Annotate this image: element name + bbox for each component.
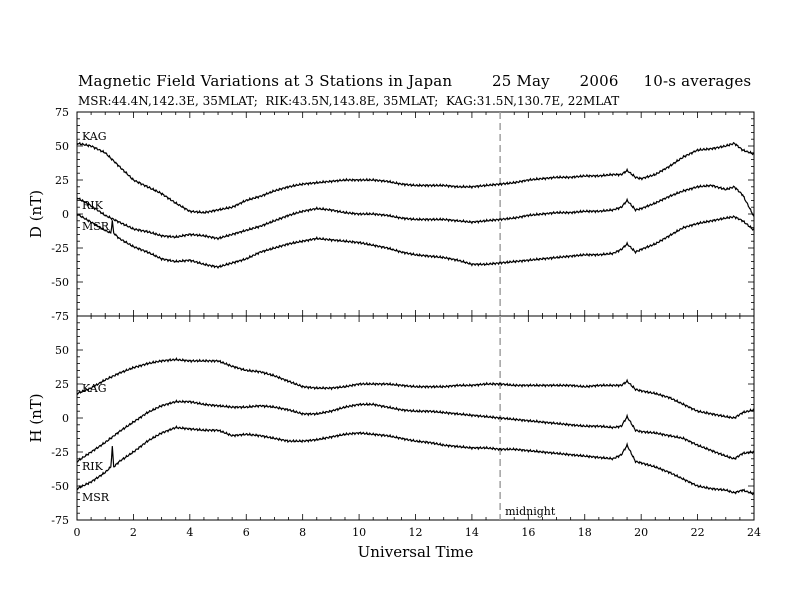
ytick-label-top: 50 (55, 140, 69, 153)
ytick-label-bottom: 25 (55, 378, 69, 391)
xtick-label: 24 (747, 526, 761, 539)
xtick-label: 16 (521, 526, 535, 539)
series-line-rik-bottom (76, 399, 755, 463)
xtick-label: 2 (130, 526, 137, 539)
series-label-rik-bottom: RIK (82, 460, 104, 473)
chart-subtitle: MSR:44.4N,142.3E, 35MLAT; RIK:43.5N,143.… (78, 94, 620, 108)
series-line-msr-top (76, 213, 755, 270)
panel-frame-top (76, 111, 755, 317)
midnight-label: midnight (505, 505, 556, 518)
ytick-label-top: 0 (62, 208, 69, 221)
series-label-msr-bottom: MSR (82, 491, 110, 504)
xtick-label: 20 (634, 526, 648, 539)
ytick-label-top: 75 (55, 106, 69, 119)
xtick-label: 6 (243, 526, 250, 539)
xtick-label: 10 (352, 526, 366, 539)
series-label-kag-top: KAG (82, 130, 107, 143)
series-label-rik-top: RIK (82, 199, 104, 212)
title-main: Magnetic Field Variations at 3 Stations … (78, 72, 453, 90)
series-label-msr-top: MSR (82, 220, 110, 233)
xtick-label: 22 (691, 526, 705, 539)
ytick-label-top: -25 (51, 242, 69, 255)
ytick-label-top: 25 (55, 174, 69, 187)
series-line-kag-top (76, 141, 755, 214)
ylabel-bottom: H (nT) (27, 393, 45, 442)
xtick-label: 14 (465, 526, 479, 539)
series-label-kag-bottom: KAG (82, 382, 107, 395)
xtick-label: 12 (409, 526, 423, 539)
ytick-label-bottom: 50 (55, 344, 69, 357)
ytick-label-bottom: -25 (51, 446, 69, 459)
chart-title: Magnetic Field Variations at 3 Stations … (78, 72, 751, 90)
ytick-label-bottom: 0 (62, 412, 69, 425)
ytick-label-top: -75 (51, 310, 69, 323)
xtick-label: 8 (299, 526, 306, 539)
ytick-label-bottom: -50 (51, 480, 69, 493)
xlabel: Universal Time (358, 543, 474, 561)
title-averaging: 10-s averages (643, 72, 752, 90)
series-line-msr-bottom (76, 425, 755, 496)
series-line-rik-top (76, 183, 755, 241)
xtick-label: 0 (74, 526, 81, 539)
xtick-label: 18 (578, 526, 592, 539)
series-line-kag-bottom (76, 357, 755, 420)
ytick-label-top: -50 (51, 276, 69, 289)
ylabel-top: D (nT) (27, 190, 45, 238)
xtick-label: 4 (186, 526, 193, 539)
title-year: 2006 (579, 72, 619, 90)
title-date: 25 May (492, 72, 550, 90)
panel-frame-bottom (76, 315, 755, 521)
ytick-label-bottom: -75 (51, 514, 69, 527)
